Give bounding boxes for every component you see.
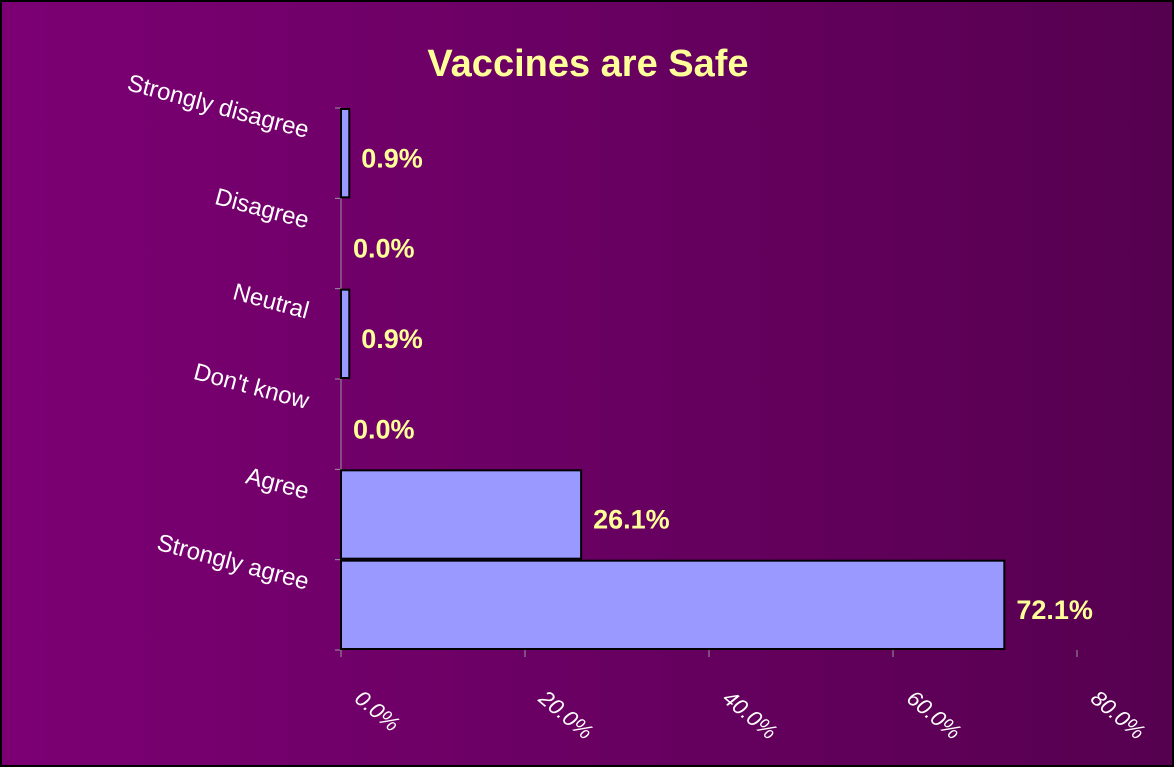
bar: [340, 469, 583, 560]
bar: [340, 108, 351, 199]
data-label: 0.0%: [353, 234, 415, 264]
data-label: 26.1%: [593, 505, 670, 535]
data-label: 72.1%: [1016, 595, 1093, 625]
bar: [340, 288, 351, 379]
data-label: 0.9%: [361, 324, 423, 354]
chart-title: Vaccines are Safe: [427, 43, 748, 85]
bar: [340, 559, 1006, 651]
data-label: 0.0%: [353, 414, 415, 444]
data-label: 0.9%: [361, 143, 423, 173]
